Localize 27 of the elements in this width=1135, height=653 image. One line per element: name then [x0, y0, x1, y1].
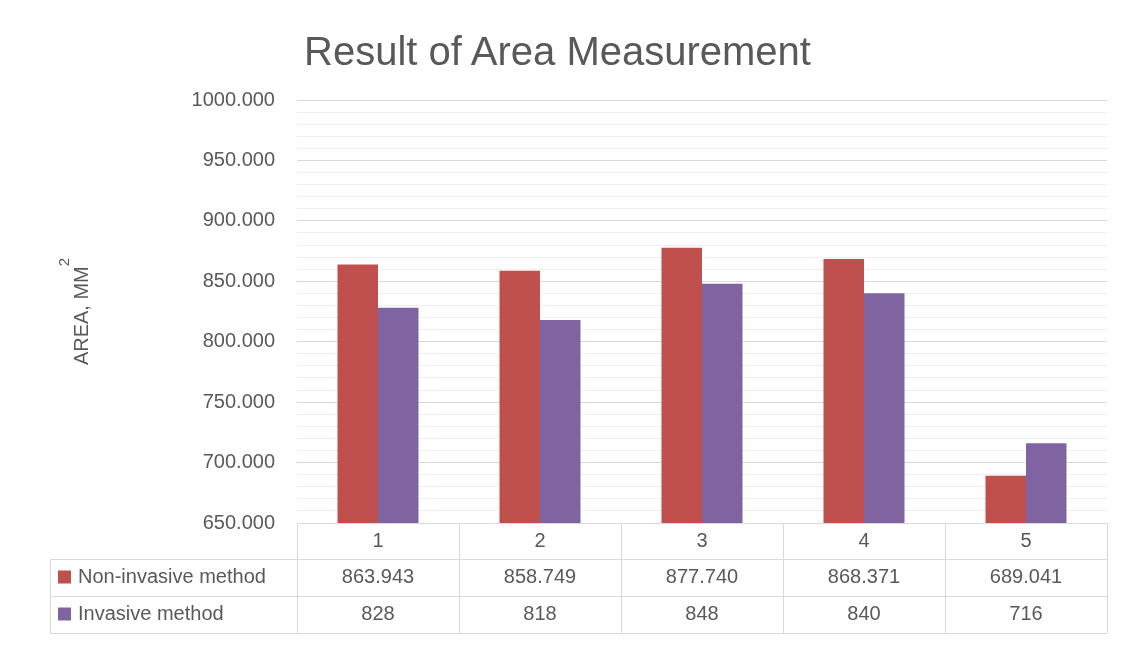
data-label: 828	[361, 602, 395, 625]
y-axis-title: AREA, MM2	[55, 257, 92, 366]
x-tick-label: 4	[858, 528, 870, 551]
data-label: 863.943	[341, 565, 415, 588]
data-label: 716	[1009, 602, 1043, 625]
y-tick-label: 950.000	[202, 147, 275, 170]
y-tick-label: 800.000	[202, 329, 275, 352]
data-label: 689.041	[989, 565, 1063, 588]
y-tick-label: 850.000	[202, 268, 275, 291]
legend-label: Non-invasive method	[78, 565, 266, 588]
y-tick-label: 1000.000	[191, 87, 275, 110]
y-tick-label: 650.000	[202, 510, 275, 533]
x-tick-label: 5	[1020, 528, 1032, 551]
data-label: 848	[685, 602, 719, 625]
data-label: 877.740	[665, 565, 739, 588]
data-label: 840	[847, 602, 881, 625]
chart-title: Result of Area Measurement	[304, 29, 811, 74]
data-label: 818	[523, 602, 557, 625]
x-tick-label: 1	[372, 528, 384, 551]
y-tick-label: 900.000	[202, 208, 275, 231]
data-label: 868.371	[827, 565, 901, 588]
x-tick-label: 3	[696, 528, 708, 551]
x-tick-label: 2	[534, 528, 546, 551]
legend-label: Invasive method	[78, 602, 224, 625]
y-tick-label: 700.000	[202, 450, 275, 473]
data-label: 858.749	[503, 565, 577, 588]
y-tick-label: 750.000	[202, 389, 275, 412]
